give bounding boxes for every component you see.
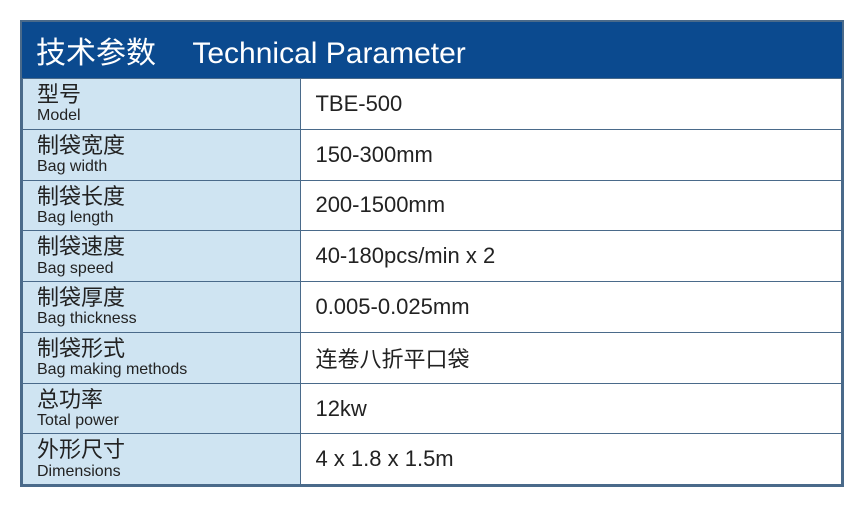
value-cell: 150-300mm [301, 129, 842, 180]
label-en: Total power [37, 412, 286, 430]
label-en: Bag thickness [37, 310, 286, 328]
table-row: 外形尺寸 Dimensions 4 x 1.8 x 1.5m [23, 434, 842, 485]
label-cell: 制袋长度 Bag length [23, 180, 301, 231]
value-cell: 4 x 1.8 x 1.5m [301, 434, 842, 485]
label-cn: 制袋宽度 [37, 134, 286, 158]
label-en: Model [37, 107, 286, 125]
label-cell: 外形尺寸 Dimensions [23, 434, 301, 485]
spec-table: 型号 Model TBE-500 制袋宽度 Bag width 150-300m… [22, 78, 842, 485]
label-cell: 制袋厚度 Bag thickness [23, 282, 301, 333]
label-en: Bag length [37, 209, 286, 227]
label-cn: 总功率 [37, 388, 286, 412]
label-en: Dimensions [37, 463, 286, 481]
table-row: 总功率 Total power 12kw [23, 383, 842, 434]
table-row: 制袋形式 Bag making methods 连卷八折平口袋 [23, 332, 842, 383]
label-en: Bag width [37, 158, 286, 176]
label-en: Bag making methods [37, 361, 286, 379]
label-cell: 总功率 Total power [23, 383, 301, 434]
header-cn: 技术参数 [36, 37, 156, 70]
table-header: 技术参数 Technical Parameter [22, 22, 842, 78]
value-cell: 200-1500mm [301, 180, 842, 231]
label-cell: 制袋速度 Bag speed [23, 231, 301, 282]
label-cell: 型号 Model [23, 79, 301, 130]
table-row: 制袋速度 Bag speed 40-180pcs/min x 2 [23, 231, 842, 282]
header-en: Technical Parameter [192, 37, 465, 70]
label-en: Bag speed [37, 260, 286, 278]
label-cn: 外形尺寸 [37, 438, 286, 462]
value-cell: 40-180pcs/min x 2 [301, 231, 842, 282]
value-cell: TBE-500 [301, 79, 842, 130]
table-row: 制袋厚度 Bag thickness 0.005-0.025mm [23, 282, 842, 333]
label-cn: 型号 [37, 83, 286, 107]
table-row: 制袋宽度 Bag width 150-300mm [23, 129, 842, 180]
value-cell: 12kw [301, 383, 842, 434]
label-cell: 制袋宽度 Bag width [23, 129, 301, 180]
technical-parameter-table: 技术参数 Technical Parameter 型号 Model TBE-50… [20, 20, 844, 487]
label-cn: 制袋长度 [37, 185, 286, 209]
table-row: 型号 Model TBE-500 [23, 79, 842, 130]
label-cn: 制袋速度 [37, 235, 286, 259]
label-cell: 制袋形式 Bag making methods [23, 332, 301, 383]
label-cn: 制袋形式 [37, 337, 286, 361]
label-cn: 制袋厚度 [37, 286, 286, 310]
table-row: 制袋长度 Bag length 200-1500mm [23, 180, 842, 231]
value-cell: 连卷八折平口袋 [301, 332, 842, 383]
value-cell: 0.005-0.025mm [301, 282, 842, 333]
